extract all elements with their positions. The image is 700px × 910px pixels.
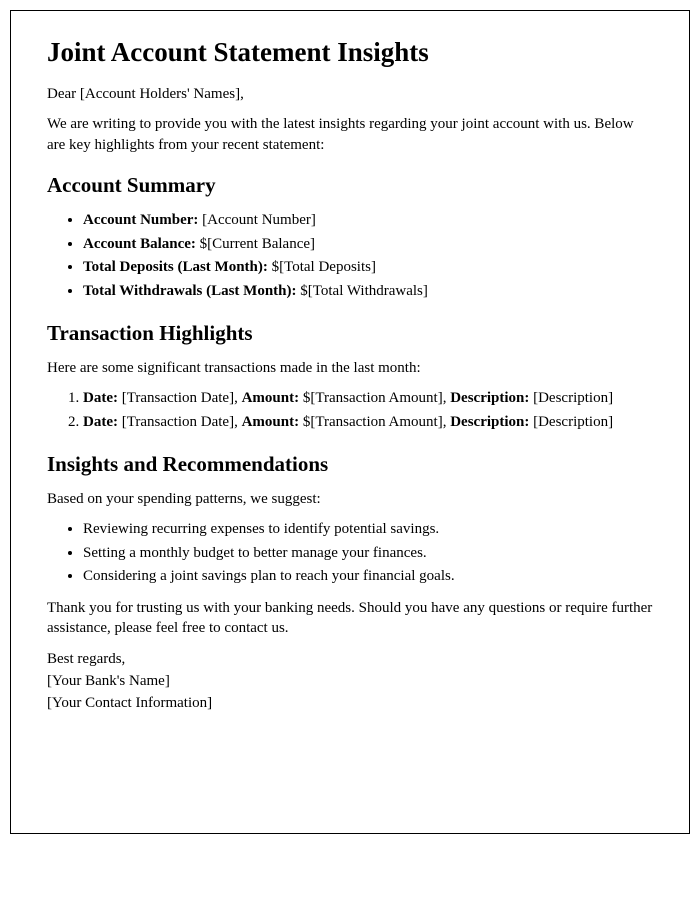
withdrawals-label: Total Withdrawals (Last Month): xyxy=(83,283,297,299)
withdrawals-value: $[Total Withdrawals] xyxy=(297,283,428,299)
deposits-value: $[Total Deposits] xyxy=(268,259,376,275)
signoff: Best regards, xyxy=(47,649,653,669)
summary-item-account-number: Account Number: [Account Number] xyxy=(83,210,653,232)
page-title: Joint Account Statement Insights xyxy=(47,37,653,68)
greeting-prefix: Dear xyxy=(47,86,80,102)
deposits-label: Total Deposits (Last Month): xyxy=(83,259,268,275)
greeting-suffix: , xyxy=(240,86,244,102)
summary-item-withdrawals: Total Withdrawals (Last Month): $[Total … xyxy=(83,281,653,303)
greeting-line: Dear [Account Holders' Names], xyxy=(47,84,653,104)
txn1-date-label: Date: xyxy=(83,390,118,406)
txn1-amount: $[Transaction Amount], xyxy=(299,390,450,406)
insights-intro: Based on your spending patterns, we sugg… xyxy=(47,489,653,509)
transaction-item-1: Date: [Transaction Date], Amount: $[Tran… xyxy=(83,388,653,410)
balance-value: $[Current Balance] xyxy=(196,236,315,252)
balance-label: Account Balance: xyxy=(83,236,196,252)
summary-list: Account Number: [Account Number] Account… xyxy=(47,210,653,303)
txn1-desc: [Description] xyxy=(529,390,613,406)
txn2-desc: [Description] xyxy=(529,414,613,430)
txn2-amount-label: Amount: xyxy=(242,414,300,430)
summary-item-balance: Account Balance: $[Current Balance] xyxy=(83,234,653,256)
greeting-name: [Account Holders' Names] xyxy=(80,86,240,102)
intro-paragraph: We are writing to provide you with the l… xyxy=(47,114,653,155)
recommendations-list: Reviewing recurring expenses to identify… xyxy=(47,519,653,588)
txn2-date-label: Date: xyxy=(83,414,118,430)
insights-heading: Insights and Recommendations xyxy=(47,452,653,477)
transactions-list: Date: [Transaction Date], Amount: $[Tran… xyxy=(47,388,653,434)
bank-name: [Your Bank's Name] xyxy=(47,671,653,691)
txn1-amount-label: Amount: xyxy=(242,390,300,406)
document-page: Joint Account Statement Insights Dear [A… xyxy=(10,10,690,834)
transaction-item-2: Date: [Transaction Date], Amount: $[Tran… xyxy=(83,412,653,434)
summary-item-deposits: Total Deposits (Last Month): $[Total Dep… xyxy=(83,257,653,279)
recommendation-3: Considering a joint savings plan to reac… xyxy=(83,566,653,588)
account-number-value: [Account Number] xyxy=(198,212,315,228)
recommendation-2: Setting a monthly budget to better manag… xyxy=(83,543,653,565)
transactions-heading: Transaction Highlights xyxy=(47,321,653,346)
txn1-desc-label: Description: xyxy=(450,390,529,406)
account-number-label: Account Number: xyxy=(83,212,198,228)
closing-paragraph: Thank you for trusting us with your bank… xyxy=(47,598,653,639)
summary-heading: Account Summary xyxy=(47,173,653,198)
txn1-date: [Transaction Date], xyxy=(118,390,242,406)
txn2-amount: $[Transaction Amount], xyxy=(299,414,450,430)
recommendation-1: Reviewing recurring expenses to identify… xyxy=(83,519,653,541)
contact-info: [Your Contact Information] xyxy=(47,693,653,713)
transactions-intro: Here are some significant transactions m… xyxy=(47,358,653,378)
txn2-date: [Transaction Date], xyxy=(118,414,242,430)
txn2-desc-label: Description: xyxy=(450,414,529,430)
